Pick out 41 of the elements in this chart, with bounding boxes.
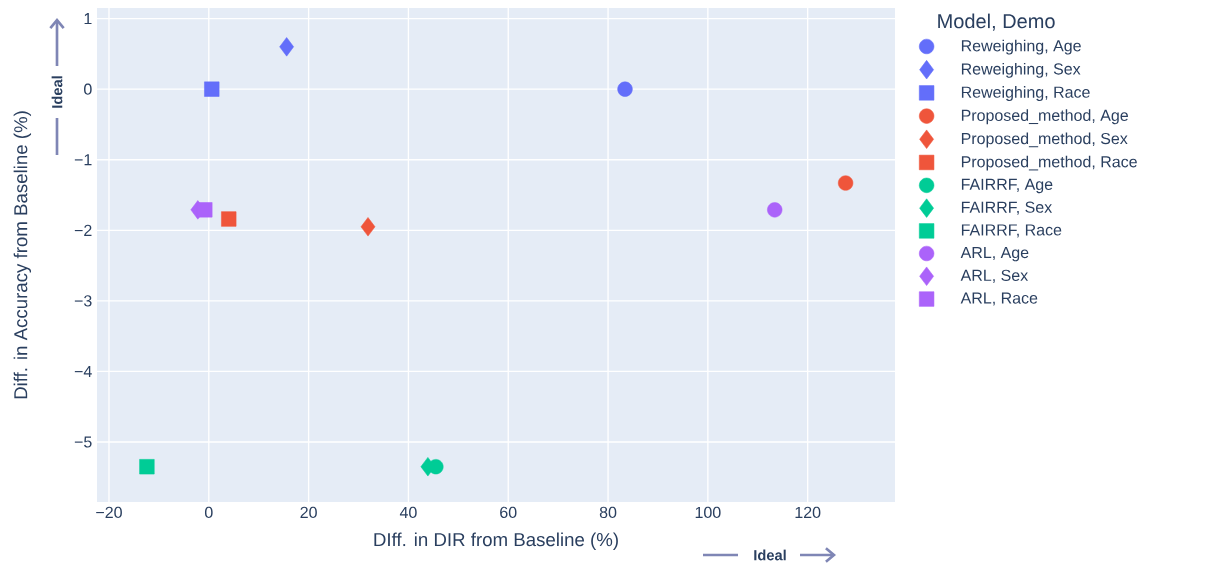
legend-label: Proposed_method, Sex — [961, 132, 1128, 148]
legend-label: FAIRRF, Sex — [961, 201, 1053, 215]
legend-label: Reweighing, Sex — [961, 62, 1081, 78]
x-tick-label: −20 — [96, 506, 122, 519]
point — [139, 459, 155, 475]
x-axis-title: DIff. in DIR from Baseline (%) — [374, 532, 618, 550]
point — [204, 81, 220, 97]
y-tick-label: −2 — [74, 224, 92, 236]
y-tick-label: 0 — [84, 83, 92, 95]
point — [221, 211, 237, 227]
x-tick-label: 0 — [204, 506, 213, 519]
point — [838, 175, 854, 191]
point — [197, 202, 213, 218]
legend-label: ARL, Sex — [960, 269, 1029, 283]
legend-label: ARL, Age — [960, 247, 1029, 262]
point — [767, 202, 783, 218]
point — [360, 217, 376, 237]
x-tick-label: 20 — [300, 506, 317, 519]
y-tick-label: −5 — [74, 436, 92, 448]
x-tick-label: 100 — [695, 506, 721, 519]
y-tick-label: 1 — [84, 13, 92, 25]
x-tick-label: 60 — [500, 506, 517, 519]
x-tick-label: 120 — [795, 506, 821, 519]
point — [279, 37, 294, 57]
point — [617, 81, 633, 97]
legend-label: FAIRRF, Race — [961, 224, 1062, 238]
legend-label: FAIRRF, Age — [961, 178, 1053, 194]
y-tick-label: −4 — [74, 365, 92, 377]
legend-title: Model, Demo — [938, 13, 1055, 31]
legend-label: Reweighing, Age — [961, 39, 1081, 55]
y-tick-label: −1 — [74, 154, 92, 166]
y-axis-title: Diff. in Accuracy from Baseline (%) — [13, 111, 32, 399]
text: Ideal — [754, 549, 786, 561]
x-tick-label: 80 — [599, 506, 617, 519]
x-tick-label: 40 — [399, 506, 417, 519]
y-tick-label: −3 — [74, 295, 92, 307]
legend-label: ARL, Race — [960, 292, 1038, 306]
text: Ideal — [51, 76, 63, 108]
legend-label: Proposed_method, Race — [961, 155, 1137, 171]
legend-label: Proposed_method, Age — [961, 109, 1128, 125]
legend-label: Reweighing, Race — [961, 86, 1090, 101]
